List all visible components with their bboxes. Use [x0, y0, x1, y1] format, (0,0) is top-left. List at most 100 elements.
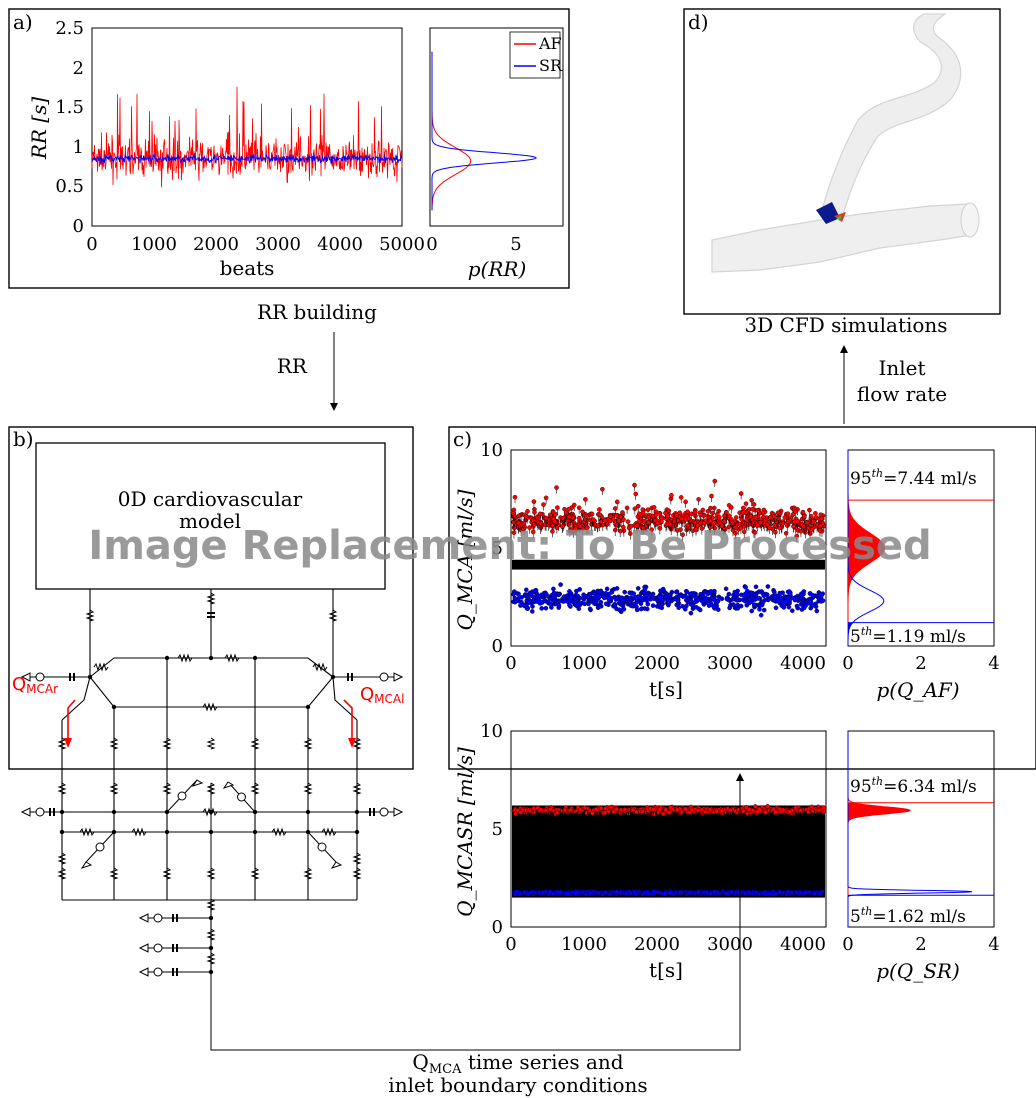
peak-point — [738, 491, 744, 496]
trough-point — [712, 889, 717, 895]
peak-point — [555, 505, 560, 510]
trough-point — [635, 586, 641, 591]
trough-point — [735, 606, 741, 611]
peak-point — [548, 806, 553, 812]
trough-point — [530, 609, 535, 614]
wire — [332, 676, 358, 721]
peak-point — [560, 524, 565, 529]
peak-point — [748, 514, 754, 519]
peak-point — [640, 510, 646, 516]
trough-point — [752, 602, 757, 607]
low-pdf-curve — [847, 731, 973, 927]
peak-point — [571, 502, 577, 508]
qsr-ts-plot — [511, 804, 827, 898]
panel-b-frame — [8, 426, 414, 770]
peak-point — [531, 522, 537, 528]
peak-point — [730, 520, 735, 526]
rr-arrow: RR — [277, 332, 338, 411]
trough-point — [585, 594, 591, 599]
junction-node — [305, 809, 311, 815]
overlay-banner: Image Replacement: To Be Processed — [88, 523, 931, 569]
peak-point — [743, 501, 749, 507]
trough-point — [530, 604, 535, 609]
trough-point — [729, 889, 734, 895]
peak-point — [554, 810, 560, 816]
trough-point — [665, 598, 671, 604]
trough-point — [803, 890, 809, 895]
trough-point — [516, 591, 521, 597]
trough-point — [798, 591, 804, 597]
peak-point — [764, 522, 770, 528]
peak-point — [602, 810, 608, 816]
trough-point — [743, 585, 749, 590]
resistor-icon — [352, 737, 362, 750]
trough-point — [613, 597, 619, 602]
peak-point — [724, 510, 729, 515]
peak-point — [550, 509, 556, 515]
resistor-icon — [206, 928, 216, 941]
peak-point — [511, 519, 516, 525]
high-pdf-fill — [848, 802, 910, 821]
peak-point — [521, 520, 527, 526]
signal-fill — [512, 559, 825, 570]
trough-point — [762, 889, 768, 895]
peak-point — [532, 510, 537, 515]
peak-point — [719, 523, 725, 529]
trough-point — [753, 584, 759, 590]
resistor-icon — [321, 827, 337, 837]
rr-ts-xlabel: beats — [220, 256, 275, 280]
peak-point — [646, 515, 651, 520]
qsr-xtick: 3000 — [707, 934, 753, 955]
peak-point — [817, 528, 823, 533]
peak-point — [679, 516, 685, 522]
peak-point — [795, 519, 800, 524]
rr-xtick: 5000 — [379, 234, 425, 255]
pressure-source-icon — [379, 807, 389, 817]
peak-point — [765, 804, 770, 809]
af-pdf-curve — [431, 51, 472, 211]
trough-point — [575, 593, 581, 599]
peak-point — [568, 807, 574, 813]
peak-point — [770, 806, 776, 812]
trough-point — [667, 890, 673, 896]
trough-point — [795, 596, 801, 601]
peak-point — [566, 506, 572, 512]
qaf-xtick: 0 — [505, 653, 516, 674]
model-box-line2: model — [179, 509, 241, 533]
peak-point — [625, 519, 631, 524]
rr-ytick: 1.5 — [55, 97, 84, 118]
trough-point — [616, 607, 622, 613]
trough-point — [758, 612, 764, 618]
trough-point — [772, 595, 778, 600]
qsr-xlabel: t[s] — [649, 958, 683, 982]
trough-point — [743, 591, 748, 597]
junction-node — [111, 809, 117, 815]
peak-point — [595, 523, 601, 529]
trough-point — [586, 601, 591, 607]
qsr-ytick: 5 — [492, 819, 503, 840]
trough-point — [660, 597, 666, 603]
trough-point — [524, 606, 530, 611]
rr-xtick: 3000 — [255, 234, 301, 255]
resistor-icon — [352, 852, 362, 865]
trough-point — [581, 592, 586, 598]
peak-point — [804, 520, 810, 526]
rr-pdf-xtick: 0 — [426, 234, 437, 255]
trough-point — [814, 608, 820, 614]
trough-point — [543, 605, 549, 611]
trough-point — [647, 592, 653, 598]
peak-point — [744, 517, 750, 523]
resistor-icon — [131, 827, 147, 837]
trough-point — [800, 598, 805, 604]
rr-ytick: 1 — [73, 137, 84, 158]
peak-point — [780, 807, 786, 813]
peak-point — [510, 510, 516, 516]
resistor-icon — [250, 867, 260, 880]
trough-point — [688, 591, 693, 597]
panel-d-frame — [683, 8, 1001, 315]
rr-ytick: 0.5 — [55, 176, 84, 197]
peak-point — [752, 530, 758, 535]
qaf-xtick: 2000 — [634, 653, 680, 674]
peak-point — [817, 523, 823, 529]
